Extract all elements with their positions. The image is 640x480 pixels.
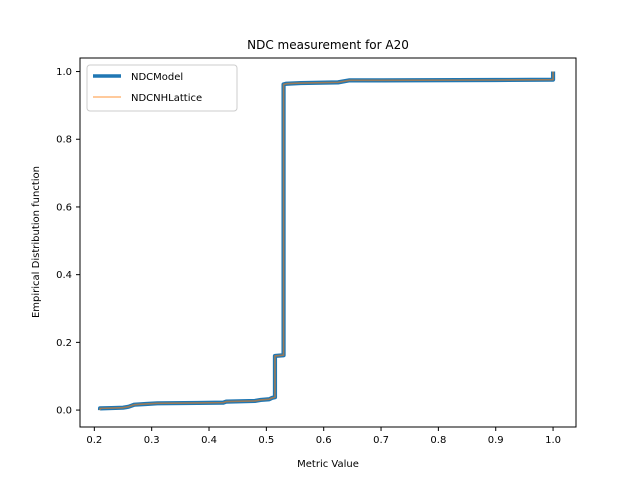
legend-label-ndcmodel: NDCModel [131,72,183,83]
legend-label-ndcnhlattice: NDCNHLattice [131,93,202,104]
y-tick-label: 0.6 [56,202,72,213]
chart-title: NDC measurement for A20 [247,38,409,52]
x-tick-label: 0.5 [258,435,274,446]
y-tick-label: 0.2 [56,338,72,349]
axes-frame [79,57,577,428]
y-tick-label: 0.4 [56,270,72,281]
y-axis-label: Empirical Distribution function [31,166,42,318]
x-tick-label: 0.4 [201,435,217,446]
series-line-ndcnhlattice [99,71,554,411]
plot-area [79,57,577,428]
x-tick-label: 0.8 [430,435,446,446]
x-tick-label: 0.6 [316,435,332,446]
x-tick-label: 0.7 [373,435,389,446]
y-tick-label: 0.8 [56,135,72,146]
x-axis: 0.2 0.3 0.4 0.5 0.6 0.7 0.8 0.9 1.0 [86,427,561,446]
y-tick-label: 0.0 [56,406,72,417]
x-tick-label: 0.2 [86,435,102,446]
x-tick-label: 1.0 [545,435,561,446]
y-axis: 0.0 0.2 0.4 0.6 0.8 1.0 [56,67,80,417]
x-tick-label: 0.3 [144,435,160,446]
legend-box [86,64,238,112]
x-axis-label: Metric Value [297,459,359,470]
y-tick-label: 1.0 [56,67,72,78]
legend: NDCModel NDCNHLattice [86,64,238,112]
x-tick-label: 0.9 [488,435,504,446]
